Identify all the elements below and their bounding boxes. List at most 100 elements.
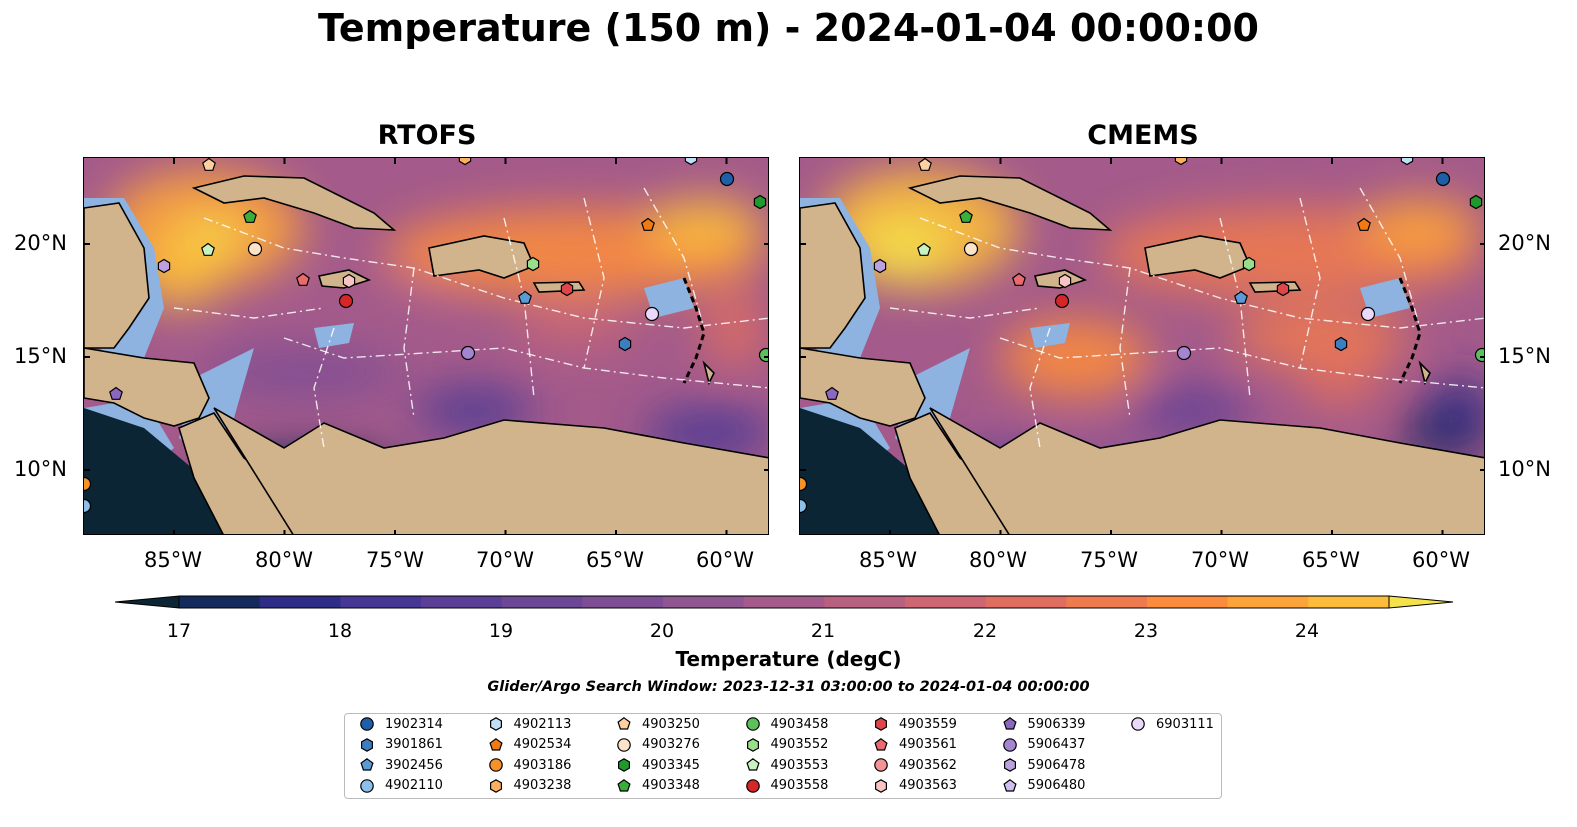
float-marker-4903561: [1012, 272, 1026, 286]
eez-boundary: [283, 337, 768, 389]
float-marker-6903111: [1360, 306, 1376, 322]
eez-boundary: [999, 337, 1484, 389]
float-marker-4903458: [1474, 347, 1484, 363]
legend-item-4903238: 4903238: [488, 778, 572, 794]
lat-label-15n-right: 15°N: [1498, 344, 1551, 368]
legend-item-4903563: 4903563: [873, 778, 957, 794]
land-mass: [1248, 281, 1302, 293]
lon-label-65w: 65°W: [586, 548, 644, 572]
lon-label-70w: 70°W: [1191, 548, 1249, 572]
colorbar-segment: [824, 596, 906, 608]
float-marker-4903238: [1174, 158, 1188, 166]
legend-item-label: 5906480: [1027, 778, 1086, 793]
legend-item-label: 4903553: [770, 757, 829, 773]
legend-item-label: 4903562: [899, 757, 957, 773]
legend-item-6903111: 6903111: [1130, 716, 1214, 732]
float-marker-4903345: [1469, 194, 1483, 210]
float-marker-4903553: [917, 242, 931, 256]
legend-item-label: 5906437: [1027, 737, 1086, 752]
lat-label-20n-left: 20°N: [14, 231, 67, 255]
float-marker-4903561: [296, 272, 310, 286]
shallow-shelf: [1360, 278, 1410, 318]
circle-marker-icon: [360, 778, 374, 793]
colorbar-segment: [259, 596, 341, 608]
float-marker-4903563: [1058, 273, 1072, 289]
panel-title-cmems: CMEMS: [1087, 120, 1199, 151]
land-mass: [191, 175, 397, 231]
pentagon-marker-icon: [1002, 778, 1017, 792]
float-marker-3901861: [618, 336, 632, 352]
legend-item-label: 4902113: [513, 716, 572, 732]
lat-label-10n-right: 10°N: [1498, 457, 1551, 481]
temperature-region: [704, 288, 764, 368]
float-marker-5906437: [460, 345, 476, 361]
circle-marker-icon: [874, 758, 888, 772]
legend-item-label: 4903348: [642, 778, 700, 793]
float-marker-4902110: [800, 498, 808, 514]
colorbar-tick-20: 20: [649, 620, 675, 642]
legend-item-4903559: 4903559: [873, 716, 957, 732]
legend-item-4903558: 4903558: [745, 778, 828, 794]
eez-boundary: [173, 307, 325, 319]
pentagon-marker-icon: [617, 778, 631, 792]
float-marker-4903553: [201, 242, 215, 256]
colorbar-segment: [1066, 596, 1148, 608]
colorbar-segment: [501, 596, 583, 608]
eez-boundary: [1119, 267, 1131, 419]
lon-label-65w: 65°W: [1302, 548, 1360, 572]
circle-marker-icon: [1131, 717, 1145, 731]
temperature-region: [314, 278, 454, 328]
float-marker-4903348: [959, 209, 973, 223]
eez-boundary: [919, 217, 1484, 329]
temperature-region: [1360, 198, 1480, 258]
pentagon-marker-icon: [360, 758, 374, 771]
lesser-antilles: [682, 277, 706, 384]
circle-marker-icon: [360, 717, 374, 731]
colorbar-extend-low: [115, 595, 180, 609]
legend-item-3901861: 3901861: [359, 737, 443, 753]
float-marker-3902456: [518, 290, 532, 304]
colorbar: [115, 595, 1454, 609]
float-marker-1902314: [719, 171, 735, 187]
legend-item-label: 4903345: [642, 757, 700, 773]
float-marker-4903276: [963, 241, 979, 257]
colorbar-tick-22: 22: [972, 620, 998, 642]
colorbar-tick-17: 17: [166, 620, 192, 642]
lat-label-15n-left: 15°N: [14, 344, 67, 368]
eez-boundary: [643, 187, 705, 329]
temperature-region: [1300, 358, 1380, 408]
colorbar-tick-24: 24: [1294, 620, 1320, 642]
legend-item-label: 4903186: [513, 757, 572, 773]
float-marker-4902113: [684, 158, 698, 166]
temperature-region: [644, 198, 764, 258]
figure-title: Temperature (150 m) - 2024-01-04 00:00:0…: [317, 6, 1259, 50]
colorbar-segment: [421, 596, 503, 608]
legend-item-label: 4903276: [642, 737, 700, 752]
eez-boundary: [1029, 327, 1051, 449]
circle-marker-icon: [1002, 737, 1017, 752]
float-marker-4903552: [526, 256, 540, 272]
float-legend: 1902314 3901861 3902456 4902110 4902113 49025…: [344, 713, 1222, 799]
circle-marker-icon: [1131, 717, 1145, 731]
hexagon-marker-icon: [1003, 758, 1016, 772]
legend-item-4902110: 4902110: [359, 778, 443, 794]
float-marker-5906339: [109, 386, 123, 400]
hexagon-marker-icon: [360, 737, 373, 752]
colorbar-segment: [1227, 596, 1309, 608]
pentagon-marker-icon: [745, 758, 760, 771]
legend-item-label: 4903250: [642, 716, 700, 732]
hexagon-marker-icon: [746, 737, 759, 752]
legend-item-4903562: 4903562: [873, 757, 957, 773]
land-mass: [1418, 360, 1431, 386]
legend-item-4903345: 4903345: [616, 757, 700, 773]
colorbar-tick-19: 19: [488, 620, 514, 642]
shallow-shelf: [644, 278, 694, 318]
lat-label-10n-left: 10°N: [14, 457, 67, 481]
legend-item-5906480: 5906480: [1002, 778, 1086, 794]
circle-marker-icon: [745, 717, 760, 731]
float-marker-1902314: [1435, 171, 1451, 187]
colorbar-segment: [582, 596, 664, 608]
lon-label-85w: 85°W: [144, 548, 202, 572]
legend-item-label: 4903238: [513, 778, 572, 793]
float-marker-4903558: [338, 293, 354, 309]
